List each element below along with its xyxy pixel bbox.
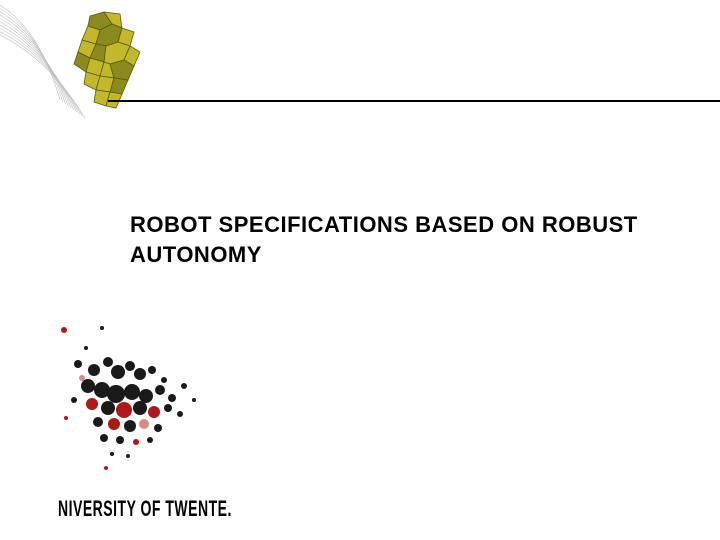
footer-university-logo: NIVERSITY OF TWENTE. bbox=[58, 495, 232, 521]
page-title: ROBOT SPECIFICATIONS BASED ON ROBUST AUT… bbox=[130, 210, 700, 269]
dots-graphic bbox=[44, 300, 224, 480]
header-divider bbox=[108, 100, 720, 102]
